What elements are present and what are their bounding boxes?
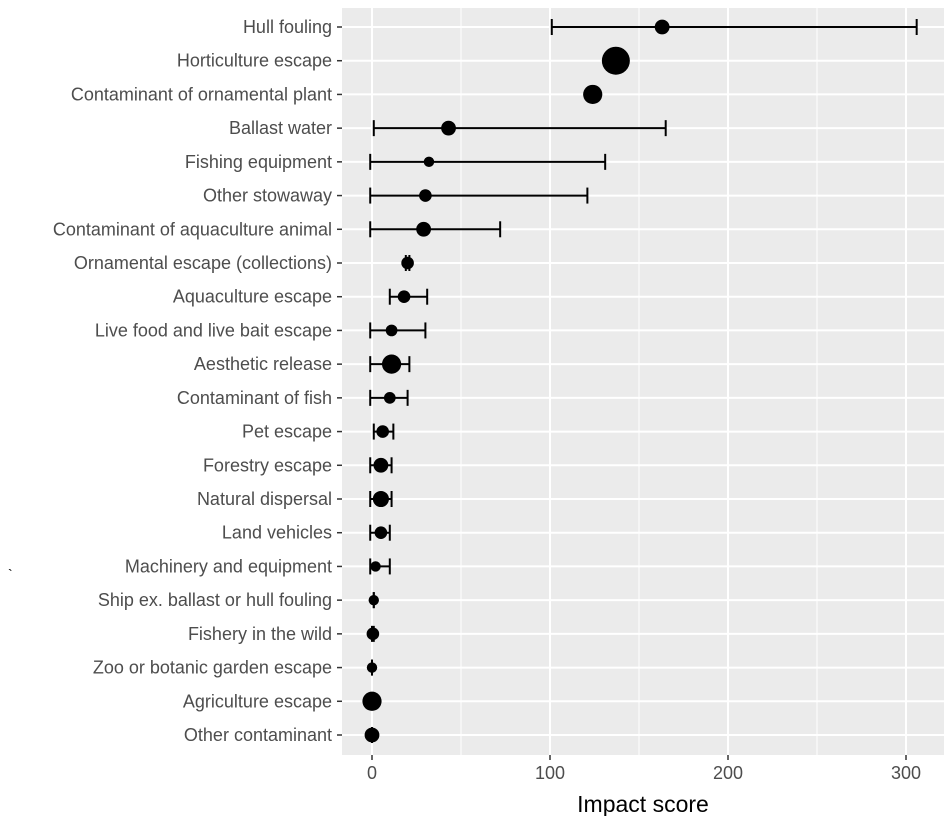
x-tick-label: 100 [535,763,565,783]
data-point [374,526,388,540]
y-tick-label: Fishing equipment [185,152,332,172]
data-point [441,120,456,136]
data-point [370,561,381,572]
stray-mark: ` [8,566,13,582]
minor-gridlines [460,8,818,755]
data-point [423,156,435,168]
y-tick-label: Contaminant of fish [177,388,332,408]
y-tick-label: Aquaculture escape [173,287,332,307]
y-tick-label: Forestry escape [203,455,332,475]
x-tick-label: 200 [713,763,743,783]
data-point [397,290,411,304]
error-bar [369,153,607,170]
data-point [419,189,432,202]
data-point [366,627,380,641]
y-tick-label: Other contaminant [184,725,332,745]
data-point [654,19,670,35]
error-bar [369,187,589,204]
data-point [376,425,389,438]
y-tick-label: Machinery and equipment [125,556,332,576]
data-point [401,256,414,270]
y-tick-label: Hull fouling [243,17,332,37]
y-tick-label: Ornamental escape (collections) [74,253,332,273]
y-tick-label: Live food and live bait escape [95,320,332,340]
plot-panel [342,8,944,755]
y-tick-label: Other stowaway [203,186,332,206]
y-tick-label: Contaminant of ornamental plant [71,84,332,104]
error-bar [372,120,667,137]
y-tick-label: Aesthetic release [194,354,332,374]
x-tick-label: 300 [891,763,921,783]
y-tick-label: Zoo or botanic garden escape [93,658,332,678]
data-point [372,490,389,508]
data-point [364,727,380,743]
error-bar [369,322,427,339]
y-tick-label: Pet escape [242,422,332,442]
data-point [383,391,396,404]
y-tick-label: Natural dispersal [197,489,332,509]
y-tick-label: Land vehicles [222,523,332,543]
data-point [362,691,382,711]
y-tick-label: Ballast water [229,118,332,138]
data-point [583,84,603,105]
error-bar [369,221,502,238]
data-point [368,594,379,606]
y-axis: Hull fouling Horticulture escape Contamina… [53,17,342,745]
data-point [416,221,432,237]
data-points [362,19,670,743]
y-tick-label: Agriculture escape [183,691,332,711]
x-tick-label: 0 [367,763,377,783]
data-point [366,662,378,673]
x-axis: 0 100 200 300 [367,755,921,783]
y-tick-label: Ship ex. ballast or hull fouling [98,590,332,610]
error-bar [550,19,918,35]
data-point [373,457,389,473]
x-axis-title: Impact score [577,791,709,816]
y-tick-label: Contaminant of aquaculture animal [53,219,332,239]
data-point [601,46,630,75]
data-point [385,324,398,337]
data-point [381,354,402,374]
y-tick-label: Horticulture escape [177,51,332,71]
y-tick-label: Fishery in the wild [188,624,332,644]
